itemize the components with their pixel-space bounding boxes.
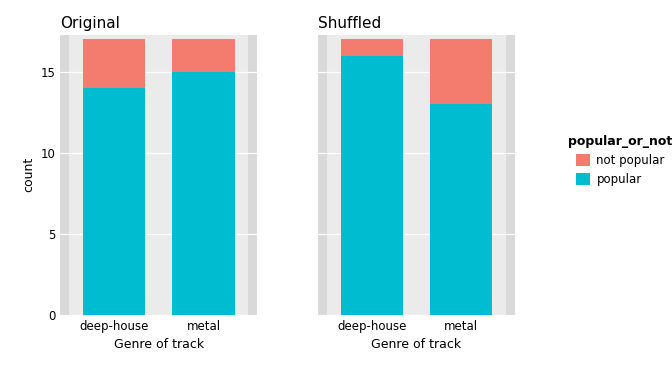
Bar (430, 40, 493, 104)
Bar (172, 40, 235, 72)
Bar (60, 35, 69, 315)
Bar (172, 72, 235, 315)
Bar (83, 88, 145, 315)
X-axis label: Genre of track: Genre of track (372, 338, 462, 351)
Bar (506, 35, 515, 315)
Bar (319, 35, 327, 315)
Bar (341, 40, 403, 56)
Bar (430, 104, 493, 315)
Legend: not popular, popular: not popular, popular (569, 135, 672, 186)
Text: Shuffled: Shuffled (319, 16, 382, 31)
X-axis label: Genre of track: Genre of track (114, 338, 204, 351)
Bar (341, 56, 403, 315)
Bar (248, 35, 257, 315)
Bar (83, 40, 145, 88)
Y-axis label: count: count (22, 157, 35, 192)
Text: Original: Original (60, 16, 120, 31)
